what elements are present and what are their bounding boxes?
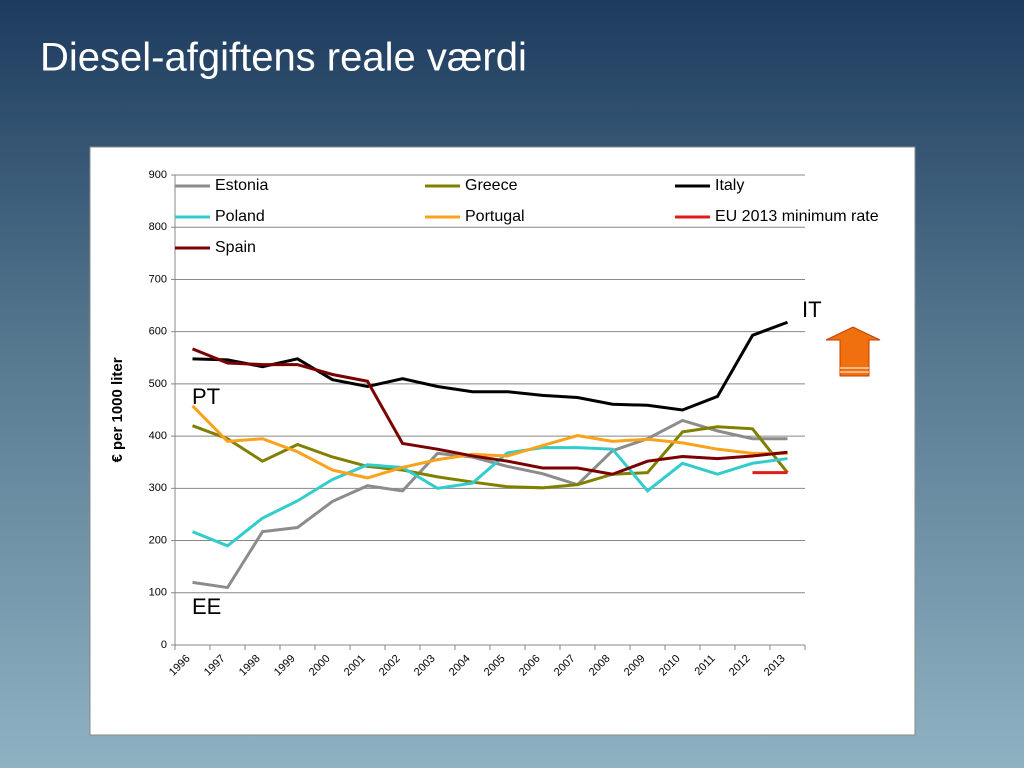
series-line <box>191 404 788 480</box>
annotation: EE <box>192 594 221 619</box>
legend-label: Spain <box>215 239 256 256</box>
series-line <box>191 424 789 490</box>
legend-label: Portugal <box>465 208 525 225</box>
y-tick-label: 500 <box>149 378 167 390</box>
annotation: IT <box>802 297 822 322</box>
y-tick-label: 100 <box>149 587 167 599</box>
legend-label: Estonia <box>215 177 268 194</box>
series-line <box>192 418 788 590</box>
up-arrow <box>825 326 881 377</box>
y-tick-label: 0 <box>161 639 167 651</box>
y-tick-label: 400 <box>149 430 167 442</box>
y-tick-label: 900 <box>149 169 167 181</box>
y-tick-label: 700 <box>149 273 167 285</box>
series-line <box>191 347 788 476</box>
annotation: PT <box>192 384 220 409</box>
y-tick-label: 600 <box>149 326 167 338</box>
series-line <box>191 446 788 548</box>
y-tick-label: 200 <box>149 534 167 546</box>
legend-label: Greece <box>465 177 518 194</box>
series-line <box>192 320 789 412</box>
y-axis-label: € per 1000 liter <box>109 357 126 462</box>
slide-title: Diesel-afgiftens reale værdi <box>40 36 527 80</box>
y-tick-label: 800 <box>149 221 167 233</box>
legend-label: EU 2013 minimum rate <box>715 208 879 225</box>
legend-label: Poland <box>215 208 265 225</box>
y-tick-label: 300 <box>149 482 167 494</box>
chart-box <box>89 146 916 736</box>
legend-label: Italy <box>715 177 744 194</box>
